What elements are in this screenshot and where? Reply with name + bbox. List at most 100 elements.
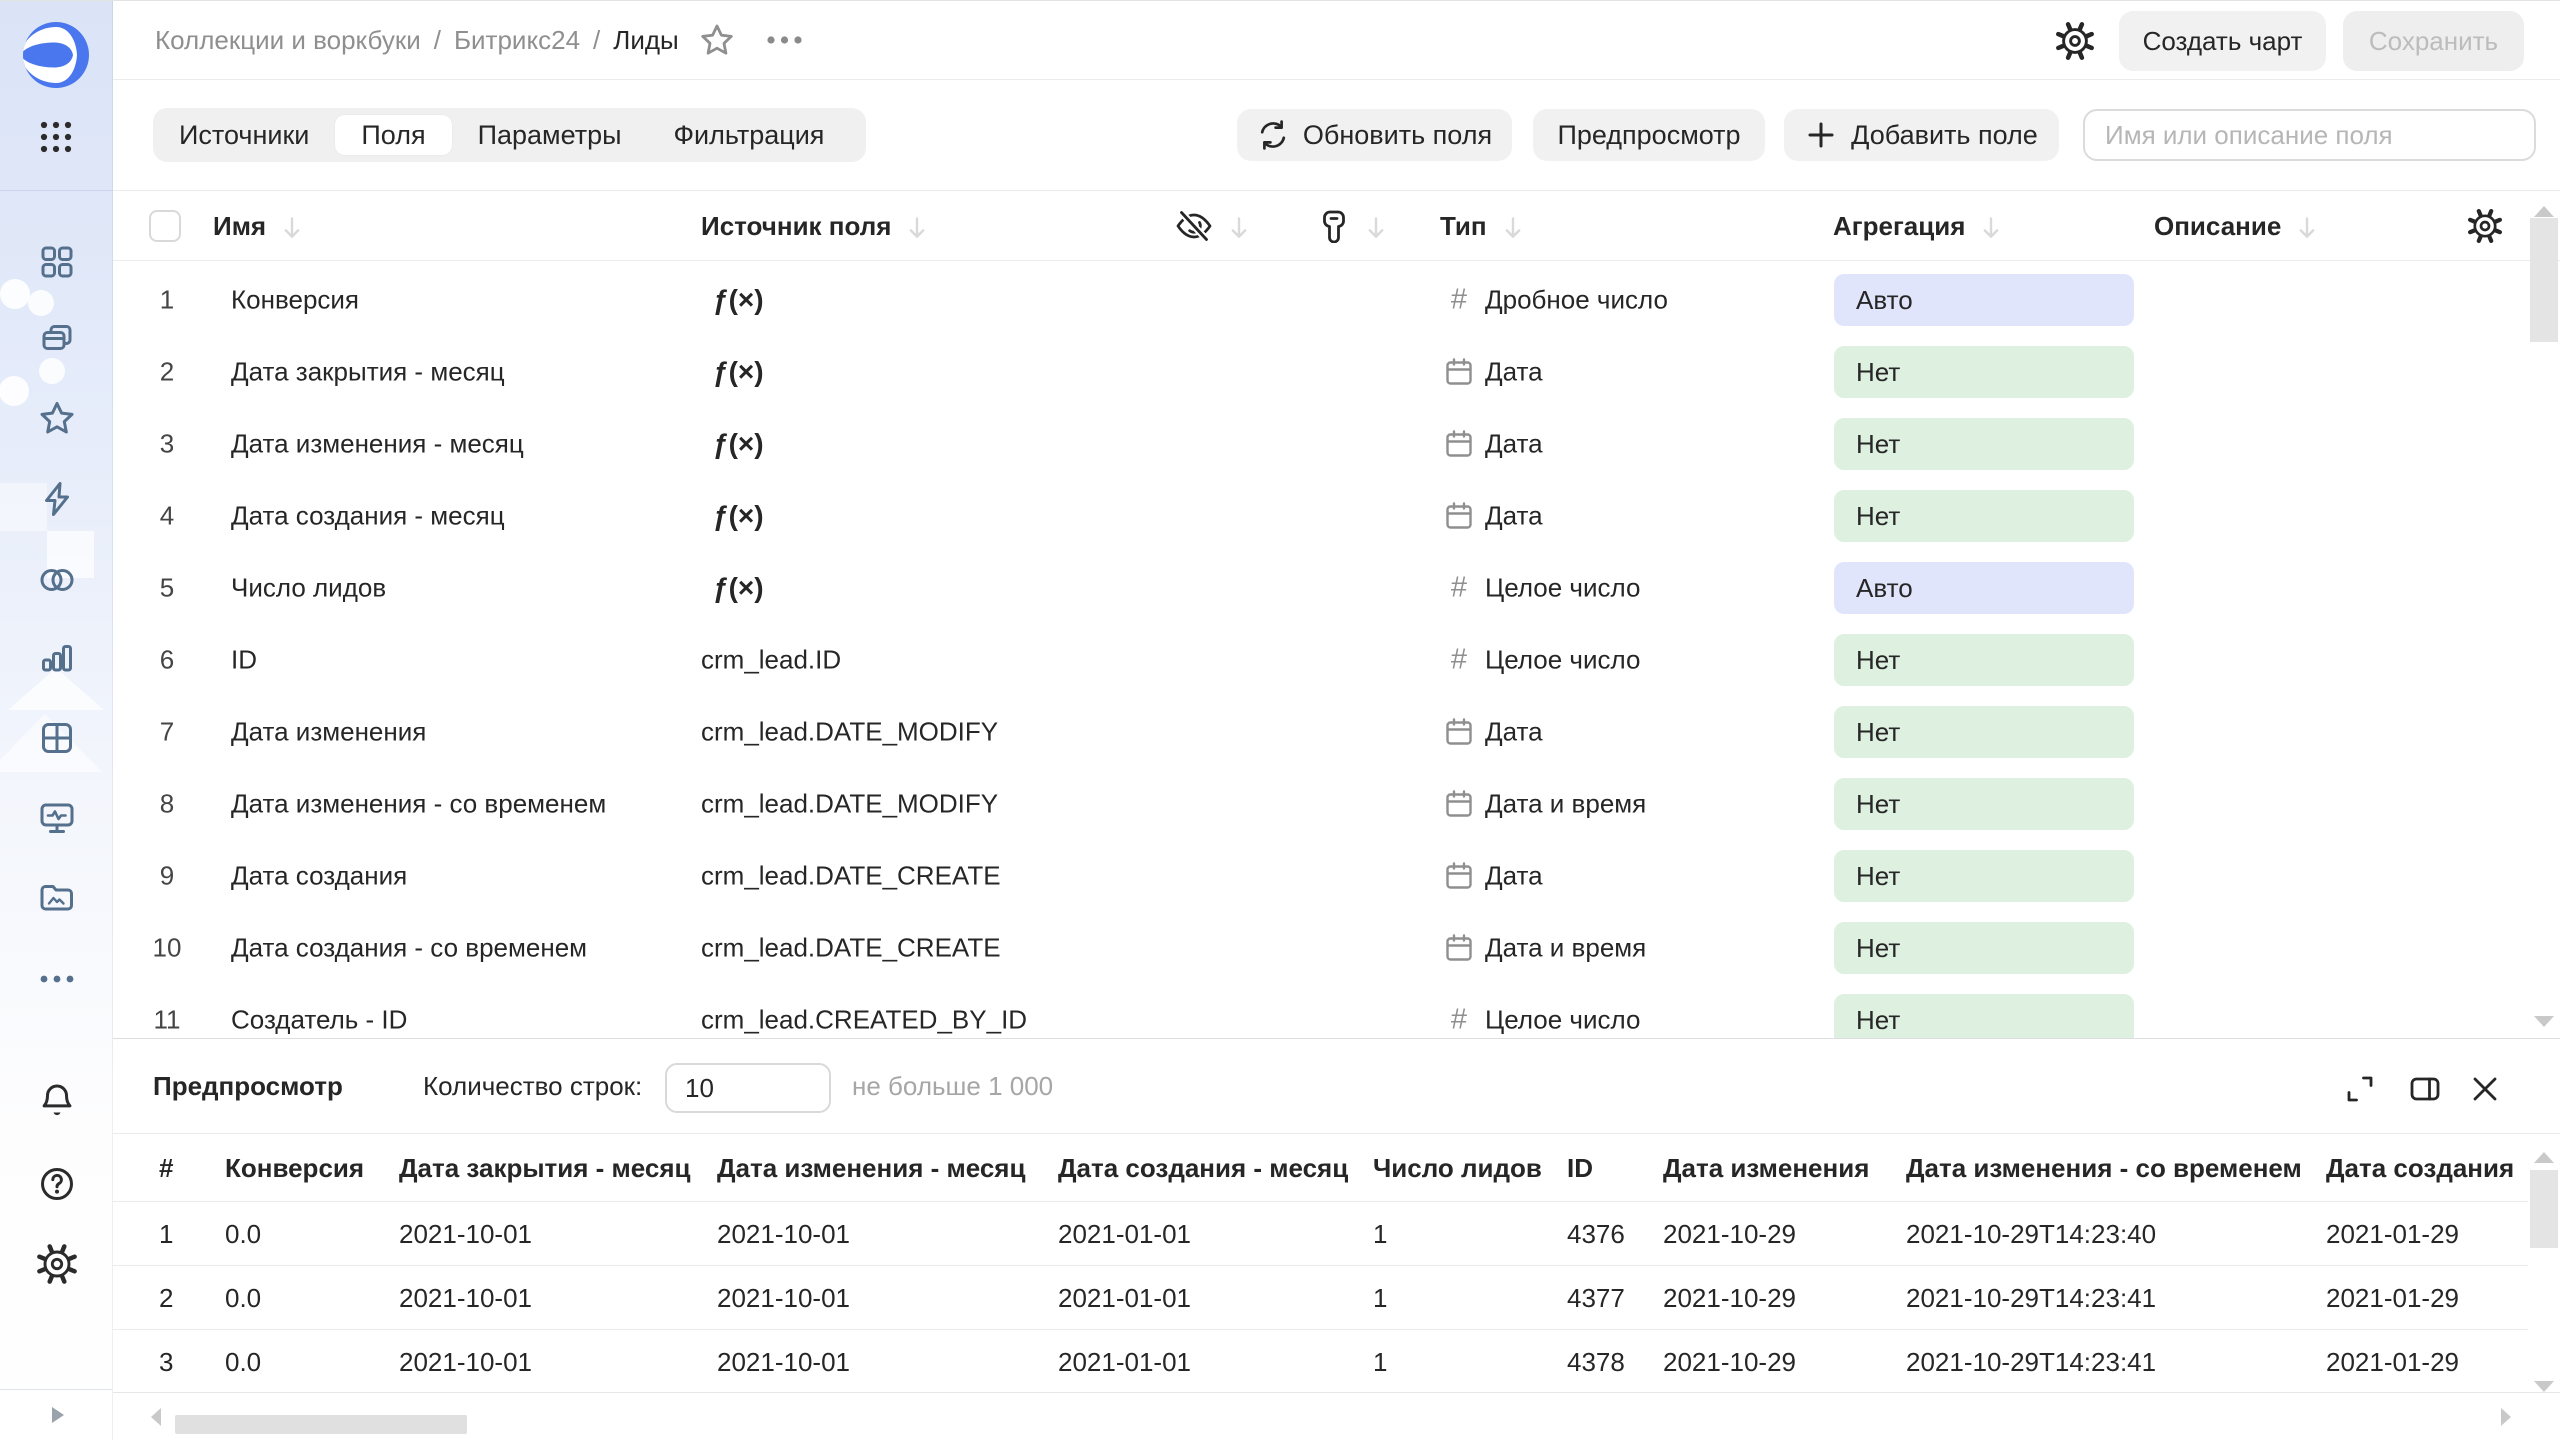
field-name[interactable]: Создатель - ID xyxy=(231,1004,408,1035)
select-all-checkbox[interactable] xyxy=(149,210,181,242)
field-name[interactable]: Дата создания xyxy=(231,860,408,891)
field-row[interactable]: 5 Число лидов ƒ(×) # Целое число Авто xyxy=(113,552,2560,624)
field-name[interactable]: Дата закрытия - месяц xyxy=(231,356,505,387)
aggregation-select[interactable]: Нет xyxy=(1834,850,2134,902)
save-button[interactable]: Сохранить xyxy=(2343,11,2524,71)
field-name[interactable]: Число лидов xyxy=(231,572,387,603)
field-type-label[interactable]: Целое число xyxy=(1485,1004,1641,1035)
aggregation-select[interactable]: Нет xyxy=(1834,490,2134,542)
columns-settings-button[interactable] xyxy=(2468,191,2502,261)
main-scrollbar[interactable] xyxy=(2528,196,2560,1038)
field-search-input[interactable] xyxy=(2083,109,2536,161)
aggregation-select[interactable]: Нет xyxy=(1834,418,2134,470)
field-type-label[interactable]: Целое число xyxy=(1485,572,1641,603)
scroll-left-arrow[interactable] xyxy=(151,1407,161,1426)
field-type-label[interactable]: Дробное число xyxy=(1485,284,1668,315)
refresh-fields-button[interactable]: Обновить поля xyxy=(1237,109,1512,161)
tab-fields[interactable]: Поля xyxy=(335,115,452,155)
preview-layout-button[interactable] xyxy=(2407,1072,2443,1111)
field-row[interactable]: 10 Дата создания - со временем crm_lead.… xyxy=(113,912,2560,984)
field-name[interactable]: Дата изменения - месяц xyxy=(231,428,524,459)
field-type-label[interactable]: Целое число xyxy=(1485,644,1641,675)
aggregation-select[interactable]: Нет xyxy=(1834,346,2134,398)
preview-scrollbar-thumb[interactable] xyxy=(2530,1170,2558,1248)
sidebar-item-favorites[interactable] xyxy=(0,399,112,439)
aggregation-select[interactable]: Авто xyxy=(1834,562,2134,614)
rows-count-input[interactable] xyxy=(665,1063,831,1113)
preview-scrollbar[interactable] xyxy=(2528,1146,2560,1394)
field-name[interactable]: ID xyxy=(231,644,257,675)
datalens-logo[interactable] xyxy=(22,21,90,89)
sidebar-item-connections[interactable] xyxy=(0,481,112,517)
field-name[interactable]: Дата создания - со временем xyxy=(231,932,588,963)
aggregation-select[interactable]: Нет xyxy=(1834,634,2134,686)
dataset-more-button[interactable] xyxy=(765,35,805,45)
column-header-source[interactable]: Источник поля xyxy=(701,191,927,261)
field-row[interactable]: 11 Создатель - ID crm_lead.CREATED_BY_ID… xyxy=(113,984,2560,1038)
create-chart-button[interactable]: Создать чарт xyxy=(2119,11,2326,71)
sidebar-item-datasets[interactable] xyxy=(0,563,112,597)
dataset-settings-button[interactable] xyxy=(2056,22,2094,65)
scroll-up-arrow[interactable] xyxy=(2534,206,2554,217)
field-row[interactable]: 6 ID crm_lead.ID # Целое число Нет xyxy=(113,624,2560,696)
sidebar-item-more[interactable] xyxy=(0,973,112,985)
favorite-star-button[interactable] xyxy=(698,22,736,60)
main-scrollbar-thumb[interactable] xyxy=(2530,218,2558,342)
aggregation-select[interactable]: Нет xyxy=(1834,778,2134,830)
field-type-label[interactable]: Дата xyxy=(1485,500,1543,531)
field-type-label[interactable]: Дата xyxy=(1485,716,1543,747)
field-row[interactable]: 9 Дата создания crm_lead.DATE_CREATE Дат… xyxy=(113,840,2560,912)
field-name[interactable]: Дата создания - месяц xyxy=(231,500,505,531)
field-type-label[interactable]: Дата и время xyxy=(1485,788,1647,819)
field-type-label[interactable]: Дата и время xyxy=(1485,932,1647,963)
aggregation-select[interactable]: Нет xyxy=(1834,994,2134,1038)
scroll-right-arrow[interactable] xyxy=(2501,1407,2511,1426)
aggregation-select[interactable]: Нет xyxy=(1834,922,2134,974)
field-row[interactable]: 4 Дата создания - месяц ƒ(×) Дата Нет xyxy=(113,480,2560,552)
sidebar-item-settings[interactable] xyxy=(0,1244,112,1284)
field-type-label[interactable]: Дата xyxy=(1485,860,1543,891)
breadcrumb-workbook[interactable]: Битрикс24 xyxy=(453,24,581,55)
sidebar-item-notifications[interactable] xyxy=(0,1081,112,1121)
preview-close-button[interactable] xyxy=(2468,1072,2502,1111)
sidebar-item-monitoring[interactable] xyxy=(0,800,112,836)
field-name[interactable]: Дата изменения - со временем xyxy=(231,788,607,819)
tab-sources[interactable]: Источники xyxy=(179,119,310,150)
preview-expand-button[interactable] xyxy=(2343,1072,2377,1111)
field-name[interactable]: Дата изменения xyxy=(231,716,427,747)
field-type-label[interactable]: Дата xyxy=(1485,356,1543,387)
sidebar-item-dashboards[interactable] xyxy=(0,720,112,756)
aggregation-select[interactable]: Нет xyxy=(1834,706,2134,758)
field-row[interactable]: 3 Дата изменения - месяц ƒ(×) Дата Нет xyxy=(113,408,2560,480)
preview-button[interactable]: Предпросмотр xyxy=(1533,109,1765,161)
sidebar-item-charts[interactable] xyxy=(0,640,112,676)
column-header-description[interactable]: Описание xyxy=(2154,191,2317,261)
sidebar-item-help[interactable] xyxy=(0,1164,112,1204)
field-row[interactable]: 7 Дата изменения crm_lead.DATE_MODIFY Да… xyxy=(113,696,2560,768)
field-row[interactable]: 2 Дата закрытия - месяц ƒ(×) Дата Нет xyxy=(113,336,2560,408)
field-row[interactable]: 8 Дата изменения - со временем crm_lead.… xyxy=(113,768,2560,840)
scroll-down-arrow[interactable] xyxy=(2534,1016,2554,1027)
field-row[interactable]: 1 Конверсия ƒ(×) # Дробное число Авто xyxy=(113,264,2560,336)
column-header-hidden[interactable] xyxy=(1175,191,1249,261)
tab-filtering[interactable]: Фильтрация xyxy=(673,119,825,150)
column-header-aggregation[interactable]: Агрегация xyxy=(1833,191,2001,261)
sidebar-item-gallery[interactable] xyxy=(0,880,112,914)
preview-scroll-down-arrow[interactable] xyxy=(2534,1381,2554,1392)
sidebar-expand-button[interactable] xyxy=(0,1389,112,1440)
field-type-label[interactable]: Дата xyxy=(1485,428,1543,459)
sidebar-item-objects[interactable] xyxy=(0,244,112,280)
column-header-type[interactable]: Тип xyxy=(1440,191,1523,261)
horizontal-scrollbar-thumb[interactable] xyxy=(175,1415,467,1434)
field-name[interactable]: Конверсия xyxy=(231,284,360,315)
column-header-name[interactable]: Имя xyxy=(213,191,302,261)
column-header-key[interactable] xyxy=(1318,191,1386,261)
sidebar-item-collections[interactable] xyxy=(0,322,112,358)
breadcrumb-collections[interactable]: Коллекции и воркбуки xyxy=(155,24,421,55)
preview-horizontal-scrollbar[interactable] xyxy=(113,1392,2560,1440)
tab-parameters[interactable]: Параметры xyxy=(477,119,622,150)
add-field-button[interactable]: Добавить поле xyxy=(1784,109,2059,161)
aggregation-select[interactable]: Авто xyxy=(1834,274,2134,326)
all-services-button[interactable] xyxy=(34,115,78,159)
preview-scroll-up-arrow[interactable] xyxy=(2534,1152,2554,1163)
